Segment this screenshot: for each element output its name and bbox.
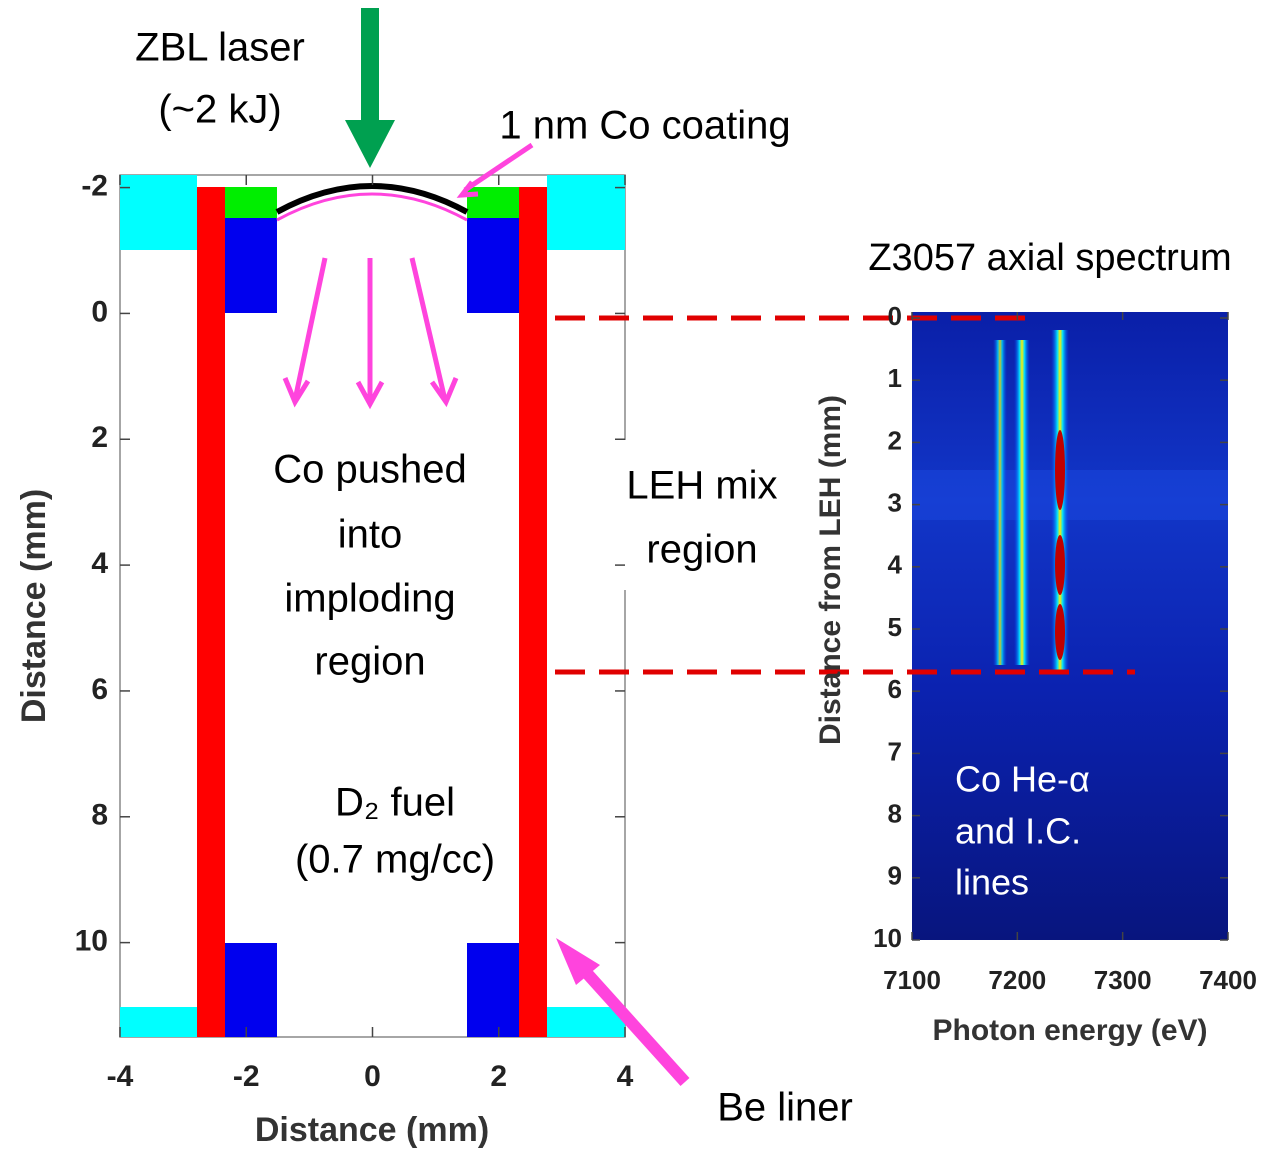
y-tick-label: 1 xyxy=(888,363,902,393)
x-tick-label: 0 xyxy=(364,1060,381,1093)
be-liner xyxy=(197,187,225,1037)
y-tick-label: 10 xyxy=(75,925,108,958)
x-tick-label: -4 xyxy=(107,1060,134,1093)
annotation: and I.C. xyxy=(955,811,1081,852)
cyan-block xyxy=(120,1007,197,1037)
annotation: into xyxy=(338,513,403,557)
blue-block xyxy=(225,218,277,313)
cyan-block xyxy=(547,175,625,250)
x-tick-label: 7300 xyxy=(1094,965,1152,995)
y-tick-label: 8 xyxy=(888,798,902,828)
y-tick-label: 4 xyxy=(888,550,903,580)
y-tick-label: 0 xyxy=(888,301,902,331)
green-block xyxy=(225,187,277,218)
figure: -4 -2 0 2 4 -2 0 2 4 6 8 10 7100 7200 7300 7400 0 1 2 3 4 5 6 7… xyxy=(0,0,1268,1153)
y-tick-label: 3 xyxy=(888,487,902,517)
cyan-block xyxy=(547,1007,625,1037)
spectral-line xyxy=(993,340,1007,665)
y-tick-label: 5 xyxy=(888,612,902,642)
y-tick-label: 2 xyxy=(91,421,108,454)
y-tick-label: 9 xyxy=(888,861,902,891)
laser-arrow xyxy=(345,120,395,168)
x-axis-label: Photon energy (eV) xyxy=(932,1014,1207,1047)
y-tick-label: 6 xyxy=(888,674,902,704)
y-tick-label: 10 xyxy=(873,923,902,953)
x-axis-label: Distance (mm) xyxy=(255,1111,489,1149)
annotation: region xyxy=(646,528,757,572)
x-tick-label: 7100 xyxy=(883,965,941,995)
spectrum-title: Z3057 axial spectrum xyxy=(868,237,1231,279)
x-tick-label: 7400 xyxy=(1199,965,1257,995)
green-block xyxy=(467,187,519,218)
annotation: region xyxy=(314,640,425,684)
y-axis-label: Distance from LEH (mm) xyxy=(814,395,847,745)
x-tick-label: 7200 xyxy=(988,965,1046,995)
y-tick-label: 2 xyxy=(888,425,902,455)
x-tick-label: -2 xyxy=(233,1060,260,1093)
laser-arrow xyxy=(361,8,379,123)
annotation: Co pushed xyxy=(273,448,466,492)
hot-spot xyxy=(1055,535,1065,595)
annotation: Co He-α xyxy=(955,759,1090,800)
y-axis-label: Distance (mm) xyxy=(15,489,53,723)
y-tick-label: 0 xyxy=(91,295,108,328)
y-tick-label: 8 xyxy=(91,799,108,832)
y-tick-label: 4 xyxy=(91,547,108,580)
annotation: LEH mix xyxy=(626,464,777,508)
annotation: lines xyxy=(955,862,1029,903)
spectral-line xyxy=(1014,340,1030,665)
blue-block xyxy=(225,943,277,1037)
blue-block xyxy=(467,218,519,313)
blue-block xyxy=(467,943,519,1037)
hot-spot xyxy=(1055,430,1065,510)
hot-spot xyxy=(1055,604,1065,660)
annotation: imploding xyxy=(284,577,455,621)
x-tick-label: 2 xyxy=(490,1060,507,1093)
annotation: (~2 kJ) xyxy=(158,88,281,132)
y-tick-label: 7 xyxy=(888,736,902,766)
be-liner xyxy=(519,187,547,1037)
cyan-block xyxy=(120,175,197,250)
annotation: D₂ fuel xyxy=(335,781,455,825)
annotation: (0.7 mg/cc) xyxy=(295,838,495,882)
annotation: 1 nm Co coating xyxy=(499,104,790,148)
annotation: Be liner xyxy=(717,1086,853,1130)
x-tick-label: 4 xyxy=(617,1060,634,1093)
y-tick-label: -2 xyxy=(81,170,108,203)
annotation: ZBL laser xyxy=(135,26,305,70)
spectrum-band xyxy=(912,470,1228,520)
label-bg xyxy=(597,440,627,590)
y-tick-label: 6 xyxy=(91,673,108,706)
